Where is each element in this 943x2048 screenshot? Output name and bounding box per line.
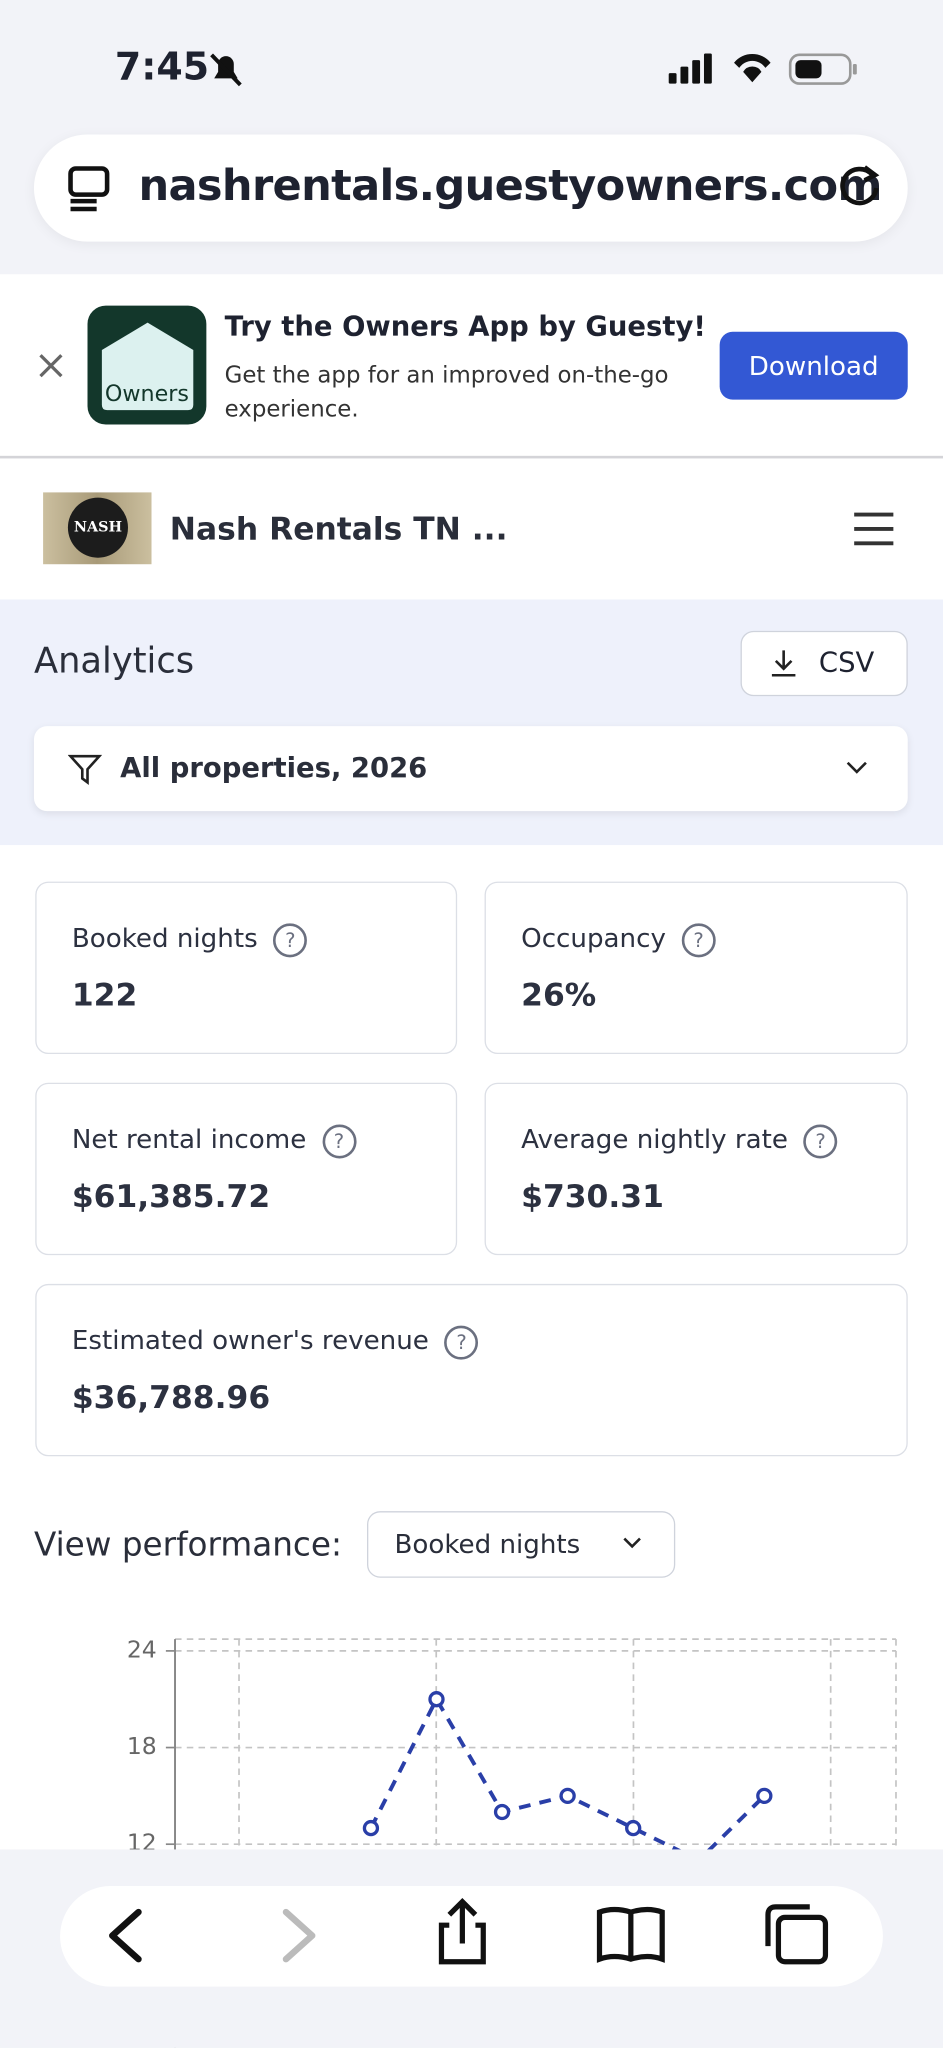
y-tick-label: 24 — [127, 1635, 157, 1663]
metric-card: Average nightly rate? $730.31 — [484, 1082, 908, 1256]
metric-select[interactable] — [367, 1511, 676, 1578]
forward[interactable] — [282, 1908, 316, 1963]
metric-value: 26% — [521, 976, 597, 1014]
bookmarks[interactable] — [596, 1906, 665, 1963]
metric-value: $36,788.96 — [71, 1379, 271, 1416]
label: Occupancy — [521, 922, 666, 954]
metric-value: $61,385.72 — [71, 1178, 271, 1215]
performance-label: View performance: — [33, 1525, 342, 1564]
point — [559, 1787, 576, 1805]
back[interactable] — [109, 1908, 142, 1963]
point — [625, 1819, 642, 1837]
site-name: Nash Rentals TN ... — [169, 510, 508, 548]
point — [493, 1803, 511, 1821]
csv-button[interactable] — [740, 630, 908, 697]
metric-card: Booked nights? 122 — [35, 881, 458, 1055]
metric-value: 122 — [71, 976, 138, 1014]
metric-label: Estimated owner's revenue? — [72, 1324, 479, 1359]
app-label: Owners — [104, 381, 189, 408]
reload-icon[interactable] — [833, 159, 885, 211]
filter-icon — [67, 754, 102, 785]
label: Average nightly rate — [521, 1123, 788, 1155]
logo-text: NASH — [67, 497, 128, 558]
point — [428, 1691, 445, 1708]
label: Estimated owner's revenue — [71, 1324, 429, 1356]
tabs[interactable] — [765, 1904, 829, 1965]
banner-title: Try the Owners App by Guesty! — [224, 310, 706, 343]
tabs-icon — [68, 166, 110, 212]
point — [362, 1819, 380, 1837]
url: nashrentals.guestyowners.com — [138, 159, 882, 211]
clock: 7:45 — [114, 44, 210, 89]
download-icon — [771, 650, 796, 677]
chevron — [623, 1537, 641, 1549]
divider — [0, 455, 943, 459]
mute-icon — [210, 53, 242, 87]
chevron — [846, 761, 867, 774]
metric-value: $730.31 — [521, 1178, 664, 1215]
toolbar-icons — [109, 1897, 829, 1965]
filter-label: All properties, 2026 — [120, 752, 428, 784]
share[interactable] — [438, 1897, 486, 1965]
label: Booked nights — [71, 922, 258, 954]
close-banner[interactable] — [37, 351, 66, 380]
metric-card: Estimated owner's revenue? $36,788.96 — [35, 1283, 908, 1457]
banner-subtitle: Get the app for an improved on-the-go ex… — [224, 363, 669, 424]
csv-label: CSV — [818, 646, 875, 678]
point — [756, 1787, 773, 1805]
app-house — [101, 322, 194, 411]
metric-label: Average nightly rate? — [521, 1123, 838, 1158]
metric-card: Net rental income? $61,385.72 — [35, 1082, 458, 1256]
page-title: Analytics — [33, 641, 195, 682]
metric-card: Occupancy? 26% — [484, 881, 908, 1055]
line — [369, 1695, 766, 1863]
menu-icon[interactable] — [852, 511, 896, 548]
download-button[interactable]: Download — [719, 331, 908, 400]
metric-select-label: Booked nights — [394, 1528, 581, 1560]
status-icons — [668, 53, 857, 85]
url-bar[interactable] — [33, 134, 908, 242]
metric-label: Booked nights? — [71, 922, 308, 957]
label: Net rental income — [71, 1123, 307, 1155]
metric-label: Occupancy? — [521, 922, 716, 957]
filter[interactable] — [33, 726, 908, 812]
y-tick-label: 18 — [127, 1732, 157, 1760]
toolbar — [60, 1885, 883, 1987]
metric-label: Net rental income? — [72, 1123, 356, 1158]
